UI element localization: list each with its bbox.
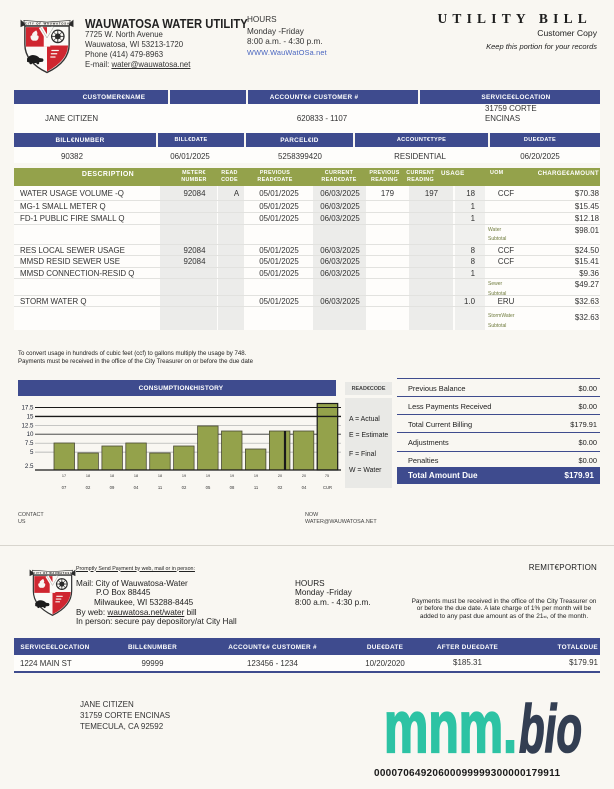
svg-text:CUR: CUR [323,485,332,490]
svg-text:04: 04 [302,485,307,490]
svg-text:7.5: 7.5 [25,440,34,447]
svg-text:11: 11 [254,485,259,490]
svg-text:17: 17 [62,474,66,478]
svg-text:19: 19 [230,474,234,478]
svg-text:19: 19 [182,474,186,478]
svg-text:CITY OF WAUWATOSA: CITY OF WAUWATOSA [25,22,70,26]
svg-text:bio: bio [519,695,582,767]
svg-text:5: 5 [30,449,34,456]
svg-text:20: 20 [278,474,282,478]
svg-text:12.5: 12.5 [21,422,34,429]
svg-text:000070649206000999993000001799: 00007064920600099999300000179911 [374,768,560,779]
svg-text:18: 18 [158,474,162,478]
svg-text:02: 02 [278,485,283,490]
svg-text:09: 09 [110,485,115,490]
svg-text:02: 02 [182,485,187,490]
svg-text:02: 02 [86,485,91,490]
svg-text:08: 08 [230,485,235,490]
svg-text:18: 18 [110,474,114,478]
svg-text:10: 10 [27,431,34,438]
svg-text:19: 19 [254,474,258,478]
svg-text:2.5: 2.5 [25,463,34,470]
svg-text:05: 05 [206,485,211,490]
svg-text:mnm.: mnm. [384,695,517,768]
svg-text:75: 75 [325,474,329,478]
svg-text:15: 15 [27,413,34,420]
svg-text:18: 18 [134,474,138,478]
svg-text:17.5: 17.5 [21,405,34,412]
svg-text:11: 11 [158,485,163,490]
svg-text:18: 18 [86,474,90,478]
svg-text:20: 20 [302,474,306,478]
svg-text:04: 04 [134,485,139,490]
svg-text:07: 07 [62,485,67,490]
svg-text:19: 19 [206,474,210,478]
